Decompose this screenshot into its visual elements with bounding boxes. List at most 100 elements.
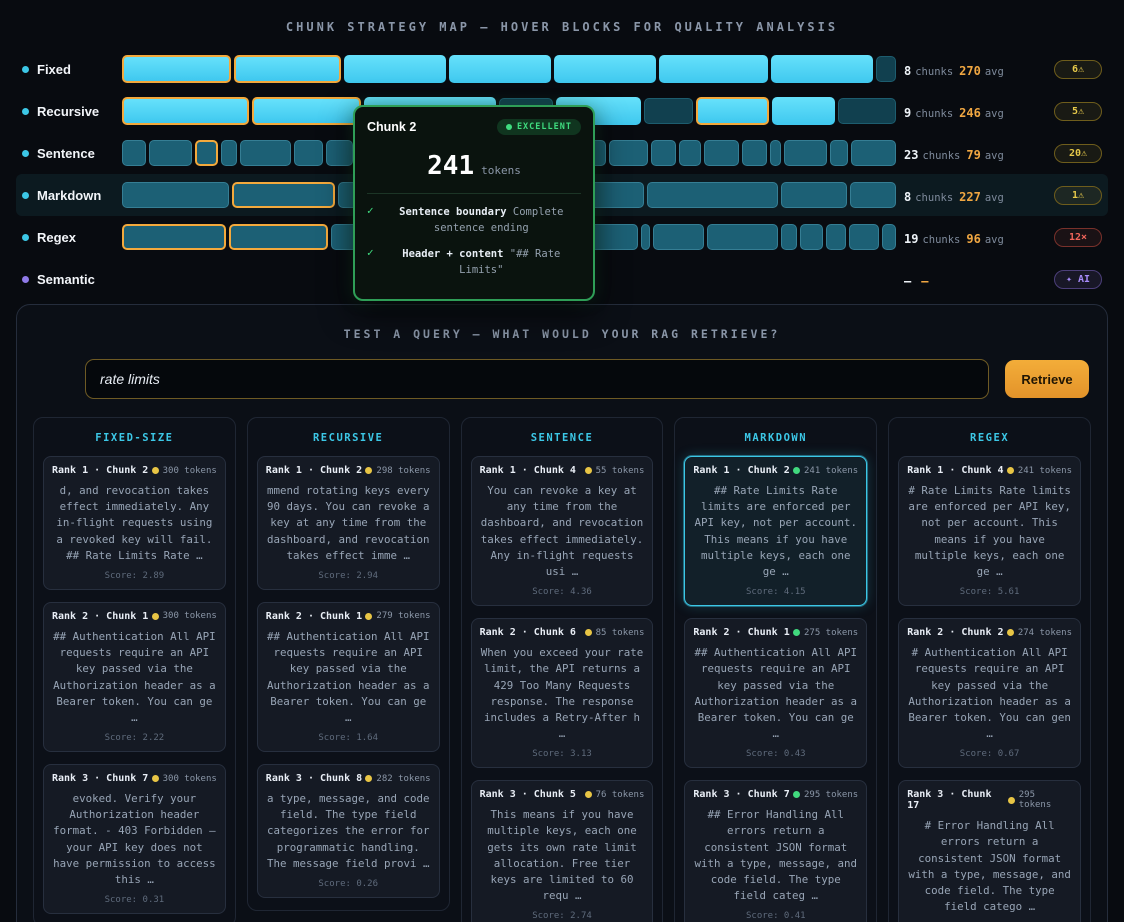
card-text: # Authentication All API requests requir… <box>908 646 1071 741</box>
chunk-block[interactable] <box>826 224 846 250</box>
card-score: Score: 0.43 <box>745 749 806 760</box>
card-header: Rank 1 · Chunk 4 241 tokens <box>907 465 1072 476</box>
chunk-block[interactable] <box>849 182 896 208</box>
strategy-dot-icon <box>22 191 29 199</box>
result-card[interactable]: Rank 1 · Chunk 2 241 tokens ## Rate Limi… <box>684 456 868 607</box>
result-card[interactable]: Rank 3 · Chunk 7 295 tokens ## Error Han… <box>684 780 868 922</box>
chunk-block[interactable] <box>651 140 676 166</box>
chunk-block[interactable] <box>780 224 797 250</box>
strategy-dot-icon <box>22 107 29 115</box>
chunk-block[interactable] <box>881 224 896 250</box>
card-rank: Rank 3 · Chunk 5 <box>479 789 576 801</box>
token-dot-icon <box>151 775 159 783</box>
token-text: 275 tokens <box>804 627 859 638</box>
query-input[interactable] <box>85 359 989 399</box>
chunk-block[interactable] <box>641 224 651 250</box>
token-dot-icon <box>1006 467 1014 474</box>
card-header: Rank 2 · Chunk 1 279 tokens <box>266 611 431 622</box>
chunk-block[interactable] <box>653 224 705 250</box>
chunk-block[interactable] <box>195 140 218 166</box>
chunk-block[interactable] <box>252 97 362 125</box>
chunk-block[interactable] <box>769 140 781 166</box>
card-tokens: 274 tokens <box>1006 628 1072 638</box>
chunk-block[interactable] <box>343 55 446 83</box>
chunk-block[interactable] <box>838 98 897 124</box>
retrieve-button[interactable]: Retrieve <box>1005 360 1089 398</box>
chunk-block[interactable] <box>448 55 552 83</box>
chunk-block[interactable] <box>122 55 232 83</box>
chunk-block[interactable] <box>848 224 879 250</box>
result-card[interactable]: Rank 1 · Chunk 4 55 tokens You can revok… <box>470 456 654 607</box>
strategy-column: FIXED-SIZE Rank 1 · Chunk 2 300 tokens d… <box>33 417 236 922</box>
avg-tokens: – <box>921 273 929 288</box>
chunk-block[interactable] <box>851 140 896 166</box>
chunk-block[interactable] <box>678 140 701 166</box>
chunk-block[interactable] <box>231 182 335 208</box>
token-dot-icon <box>793 791 800 799</box>
result-card[interactable]: Rank 1 · Chunk 4 241 tokens # Rate Limit… <box>898 456 1081 607</box>
chunk-block[interactable] <box>240 140 291 166</box>
card-header: Rank 2 · Chunk 6 85 tokens <box>480 627 645 638</box>
avg-tokens: 96 <box>966 231 981 246</box>
chunk-block[interactable] <box>609 140 649 166</box>
strategy-label: Recursive <box>22 104 114 119</box>
chunk-block[interactable] <box>646 182 778 208</box>
chunk-block[interactable] <box>122 97 250 125</box>
result-card[interactable]: Rank 3 · Chunk 5 76 tokens This means if… <box>470 780 654 922</box>
map-title: CHUNK STRATEGY MAP — HOVER BLOCKS FOR QU… <box>285 20 839 34</box>
chunk-block[interactable] <box>770 55 873 83</box>
result-card[interactable]: Rank 1 · Chunk 2 298 tokens mmend rotati… <box>256 456 440 590</box>
result-card[interactable]: Rank 2 · Chunk 1 300 tokens ## Authentic… <box>43 601 226 753</box>
chunk-block[interactable] <box>229 224 328 250</box>
result-card[interactable]: Rank 3 · Chunk 17 295 tokens # Error Han… <box>898 780 1081 922</box>
chunk-block[interactable] <box>149 140 193 166</box>
chunk-block[interactable] <box>326 140 353 166</box>
strategy-dot-icon <box>22 149 29 157</box>
card-rank: Rank 1 · Chunk 2 <box>265 465 363 476</box>
chunk-block[interactable] <box>783 140 827 166</box>
token-text: 85 tokens <box>595 627 645 638</box>
result-card[interactable]: Rank 2 · Chunk 6 85 tokens When you exce… <box>470 618 654 769</box>
result-card[interactable]: Rank 1 · Chunk 2 300 tokens d, and revoc… <box>43 456 226 590</box>
strategy-label: Markdown <box>22 188 114 203</box>
card-tokens: 300 tokens <box>151 611 217 622</box>
chunk-count: 8 <box>904 189 912 204</box>
token-label: tokens <box>481 164 521 177</box>
chunk-block[interactable] <box>703 140 740 166</box>
chunk-block[interactable] <box>772 97 836 125</box>
chunk-block[interactable] <box>829 140 849 166</box>
token-text: 282 tokens <box>376 773 431 784</box>
chunk-block[interactable] <box>122 182 229 208</box>
chunk-block[interactable] <box>234 55 341 83</box>
card-rank: Rank 3 · Chunk 17 <box>907 789 992 812</box>
result-card[interactable]: Rank 2 · Chunk 2 274 tokens # Authentica… <box>898 618 1081 769</box>
avg-tokens: 79 <box>966 147 981 162</box>
result-card[interactable]: Rank 3 · Chunk 7 300 tokens evoked. Veri… <box>43 764 226 915</box>
chunk-block[interactable] <box>220 140 238 166</box>
card-rank: Rank 3 · Chunk 7 <box>693 789 790 801</box>
chunk-block[interactable] <box>780 182 847 208</box>
result-card[interactable]: Rank 2 · Chunk 1 279 tokens ## Authentic… <box>256 601 440 753</box>
token-dot-icon <box>1007 796 1015 804</box>
token-text: 300 tokens <box>162 611 217 622</box>
chunk-block[interactable] <box>707 224 778 250</box>
card-score: Score: 2.74 <box>532 911 592 922</box>
chunk-block[interactable] <box>695 97 770 125</box>
query-panel: TEST A QUERY — WHAT WOULD YOUR RAG RETRI… <box>16 304 1108 922</box>
chunk-block[interactable] <box>293 140 324 166</box>
result-card[interactable]: Rank 3 · Chunk 8 282 tokens a type, mess… <box>256 764 440 898</box>
quality-badge: 6⚠ <box>1054 59 1102 79</box>
card-text: mmend rotating keys every 90 days. You c… <box>266 484 430 562</box>
strategy-label: Fixed <box>22 62 114 77</box>
tooltip-header: Chunk 2 EXCELLENT <box>367 119 581 135</box>
chunk-block[interactable] <box>122 140 147 166</box>
chunk-block[interactable] <box>799 224 824 250</box>
result-card[interactable]: Rank 2 · Chunk 1 275 tokens ## Authentic… <box>684 618 868 769</box>
chunk-block[interactable] <box>875 56 896 82</box>
chunk-block[interactable] <box>643 98 693 124</box>
tooltip-checks: ✓ Sentence boundary Complete sentence end… <box>367 204 581 278</box>
chunk-block[interactable] <box>742 140 767 166</box>
chunk-block[interactable] <box>122 224 227 250</box>
chunk-block[interactable] <box>659 55 768 83</box>
chunk-block[interactable] <box>554 55 657 83</box>
